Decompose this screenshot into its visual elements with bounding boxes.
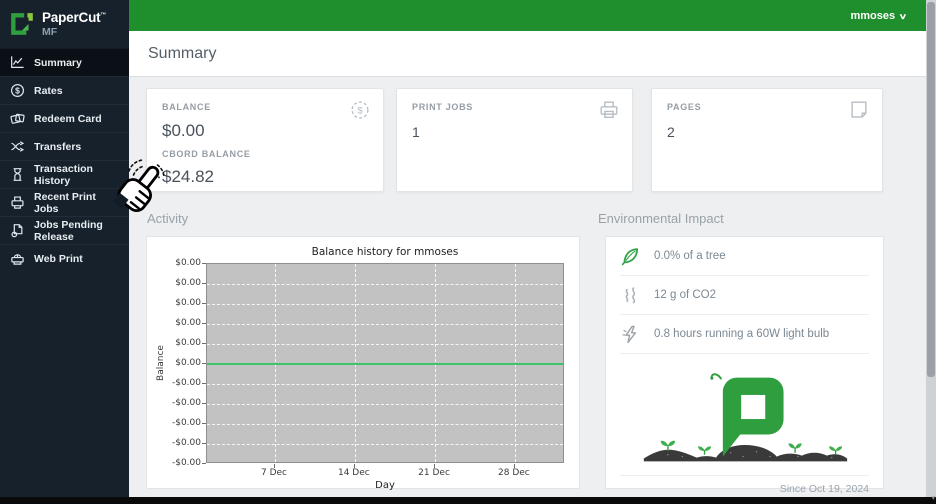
y-tick-label: -$0.00	[171, 418, 201, 428]
sidebar-item-recent-print-jobs[interactable]: Recent Print Jobs	[0, 188, 129, 216]
cards-icon	[10, 113, 25, 124]
chart-x-axis-label: Day	[375, 480, 395, 491]
balance-value: $0.00	[162, 121, 205, 140]
env-co2-text: 12 g of CO2	[654, 289, 717, 301]
chart-title: Balance history for mmoses	[311, 246, 459, 258]
env-since-date: Since Oct 19, 2024	[779, 483, 869, 495]
chevron-down-icon: ∨	[898, 11, 908, 21]
papercut-plant-logo-illustration	[643, 373, 847, 462]
y-tick-label: $0.00	[175, 278, 201, 288]
dollar-circle-icon: $	[10, 83, 25, 98]
sidebar-item-summary[interactable]: Summary	[0, 48, 129, 76]
sidebar-item-label: Recent Print Jobs	[34, 190, 96, 215]
print-jobs-card-title: PRINT JOBS	[412, 102, 474, 112]
divider	[620, 275, 869, 276]
brand-sub: MF	[42, 25, 58, 38]
divider	[620, 353, 869, 354]
dollar-dashed-circle-icon: $	[351, 101, 369, 119]
x-tick-label: 21 Dec	[418, 468, 450, 478]
sidebar-item-label: Redeem Card	[34, 112, 102, 125]
sidebar-item-transaction-history[interactable]: Transaction History	[0, 160, 129, 188]
activity-section-title: Activity	[147, 211, 189, 226]
scrollbar-thumb[interactable]	[927, 2, 935, 377]
divider	[620, 475, 869, 476]
sidebar-item-jobs-pending-release[interactable]: Jobs Pending Release	[0, 216, 129, 244]
printer-paper-icon	[11, 196, 24, 209]
cbord-balance-value: $24.82	[162, 167, 214, 186]
print-jobs-count: 1	[412, 124, 420, 140]
y-tick-label: $0.00	[175, 338, 201, 348]
y-tick-label: $0.00	[175, 298, 201, 308]
sidebar-item-label: Transaction History	[34, 162, 93, 187]
sidebar: PaperCut™ MF Summary $ Rates Redeem Card	[0, 0, 129, 497]
sidebar-item-label: Rates	[34, 84, 63, 97]
lightning-icon	[622, 325, 637, 343]
sprout	[828, 446, 842, 455]
env-row-co2: 12 g of CO2	[606, 276, 883, 314]
sidebar-item-label: Web Print	[34, 252, 83, 265]
y-tick-label: -$0.00	[171, 398, 201, 408]
environmental-impact-card: 0.0% of a tree 12 g of CO2 0.8 hours run…	[605, 236, 884, 495]
sidebar-item-rates[interactable]: $ Rates	[0, 76, 129, 104]
sidebar-item-web-print[interactable]: Web Print	[0, 244, 129, 272]
env-row-tree: 0.0% of a tree	[606, 237, 883, 275]
balance-series-line	[207, 363, 563, 365]
sprout	[788, 443, 802, 453]
sidebar-item-transfers[interactable]: Transfers	[0, 132, 129, 160]
sidebar-item-label: Jobs Pending Release	[34, 218, 103, 243]
user-name: mmoses	[850, 9, 896, 22]
brand-name: PaperCut™	[42, 10, 107, 25]
papercut-growth-illustration	[606, 354, 883, 475]
y-tick-label: $0.00	[175, 258, 201, 268]
y-tick-label: -$0.00	[171, 438, 201, 448]
sidebar-item-label: Transfers	[34, 140, 82, 153]
hourglass-icon	[13, 168, 22, 181]
printer-icon	[600, 101, 618, 119]
user-menu[interactable]: mmoses ∨	[850, 9, 908, 22]
topbar: mmoses ∨	[129, 0, 936, 31]
papercut-logo[interactable]: PaperCut™ MF	[0, 0, 129, 48]
pages-card-title: PAGES	[667, 102, 702, 112]
y-tick-label: -$0.00	[171, 458, 201, 468]
balance-card: BALANCE $ $0.00 CBORD BALANCE $24.82	[146, 88, 384, 192]
y-tick-label: -$0.00	[171, 378, 201, 388]
sidebar-item-redeem-card[interactable]: Redeem Card	[0, 104, 129, 132]
line-chart-icon	[11, 56, 24, 68]
page-icon	[851, 101, 867, 118]
print-jobs-card: PRINT JOBS 1	[396, 88, 633, 192]
header-band: Summary	[129, 31, 936, 77]
web-printer-icon	[11, 254, 24, 265]
svg-text:$: $	[15, 86, 20, 96]
page-title: Summary	[148, 45, 217, 62]
document-release-icon	[11, 224, 23, 238]
env-row-energy: 0.8 hours running a 60W light bulb	[606, 315, 883, 353]
y-tick-label: $0.00	[175, 358, 201, 368]
sidebar-item-label: Summary	[34, 56, 82, 69]
co2-icon	[625, 286, 636, 303]
pages-count: 2	[667, 124, 675, 140]
bottom-edge-bar	[0, 497, 936, 504]
y-tick-label: $0.00	[175, 318, 201, 328]
shuffle-arrows-icon	[11, 141, 25, 152]
sprout	[660, 440, 675, 451]
env-energy-text: 0.8 hours running a 60W light bulb	[654, 328, 830, 340]
scrollbar-down-arrow-icon[interactable]: ▾	[931, 495, 935, 502]
vertical-scrollbar[interactable]	[926, 0, 936, 497]
divider	[620, 314, 869, 315]
balance-card-title: BALANCE	[162, 102, 211, 112]
svg-text:$: $	[357, 105, 363, 116]
env-tree-text: 0.0% of a tree	[654, 250, 726, 262]
environmental-section-title: Environmental Impact	[598, 211, 724, 226]
cbord-balance-label: CBORD BALANCE	[162, 149, 251, 159]
sprout	[697, 446, 711, 455]
chart-plot	[206, 263, 564, 463]
activity-chart-card: Balance history for mmoses Balance $0.00…	[146, 236, 580, 491]
x-tick-label: 28 Dec	[498, 468, 530, 478]
pages-card: PAGES 2	[651, 88, 883, 192]
x-tick-label: 7 Dec	[261, 468, 288, 478]
papercut-logo-icon	[11, 13, 33, 35]
x-tick-label: 14 Dec	[337, 468, 370, 478]
leaf-icon	[621, 247, 639, 265]
